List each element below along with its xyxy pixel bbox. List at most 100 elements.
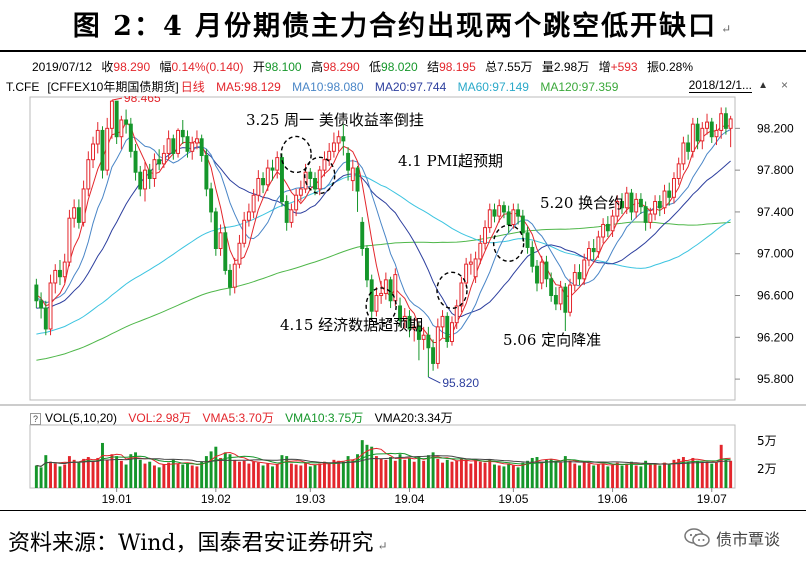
collapse-triangle-icon[interactable]: ▲	[758, 80, 768, 91]
volume-bar	[157, 467, 161, 488]
vma5-label: VMA5:3.70万	[202, 411, 274, 425]
brand-watermark: 债市覃谈	[684, 526, 780, 550]
candle-body	[544, 261, 549, 280]
candle-body	[355, 167, 360, 192]
candle-body	[365, 248, 369, 281]
volume-bar	[223, 452, 227, 488]
volume-bar	[214, 446, 218, 488]
volume-bar	[578, 465, 581, 488]
candle-body	[653, 200, 658, 215]
candle-body	[582, 259, 587, 280]
candle-body	[256, 177, 261, 196]
candle-body	[501, 205, 506, 213]
candle-body	[383, 279, 388, 294]
candle-body	[629, 192, 634, 213]
candle-body	[298, 188, 303, 196]
candle-body	[199, 138, 204, 157]
volume-bar	[729, 460, 733, 488]
candlestick-chart: 98.200 97.800 97.400 97.000 96.600 96.200 95.8…	[0, 96, 806, 506]
candle-body	[676, 163, 681, 179]
volume-bar	[67, 456, 71, 488]
candle-body	[723, 113, 728, 129]
candle-body	[223, 232, 228, 271]
candle-body	[671, 177, 676, 198]
period-label[interactable]: 日线	[180, 80, 205, 94]
volume-bar	[644, 460, 648, 488]
candle-body	[421, 334, 426, 340]
ma-legend-bar: T.CFE [CFFEX10年期国债期货] 日线 MA5:98.129 MA10:9…	[0, 78, 806, 96]
volume-bar	[261, 465, 265, 488]
y-tick-label: 95.800	[757, 372, 794, 386]
candle-body	[34, 284, 39, 302]
volume-bar	[101, 442, 104, 488]
title-rule	[0, 50, 806, 52]
annotation-label: 5.06 定向降准	[503, 331, 601, 349]
volume-bar	[247, 463, 251, 488]
volume-bar	[119, 460, 123, 488]
candle-body	[91, 143, 96, 161]
candle-body	[265, 167, 270, 186]
volume-bar	[186, 462, 189, 488]
volume-bar	[209, 451, 213, 488]
volume-bar	[535, 457, 539, 488]
candle-body	[67, 217, 72, 263]
volume-bar	[313, 464, 317, 488]
candle-body	[426, 334, 431, 349]
quote-total: 总7.55万	[485, 60, 533, 74]
volume-bar	[162, 464, 166, 488]
y-tick-label: 97.400	[757, 205, 794, 219]
volume-bar	[143, 463, 147, 488]
volume-bar	[629, 461, 633, 488]
y-tick-label: 96.200	[757, 330, 794, 344]
high-price-label: 98.465	[124, 96, 161, 105]
candle-body	[171, 138, 176, 154]
volume-bar	[573, 463, 577, 488]
volume-bar	[554, 460, 558, 488]
candle-body	[317, 169, 322, 190]
volume-bar	[464, 459, 468, 488]
volume-bar	[478, 461, 482, 488]
volume-bar	[379, 458, 383, 488]
candle-body	[435, 326, 440, 364]
volume-bar	[171, 459, 175, 488]
volume-bar	[72, 459, 76, 488]
volume-bar	[285, 456, 289, 488]
date-setting[interactable]: 2018/12/1...	[688, 78, 752, 93]
volume-bar	[110, 454, 114, 488]
candle-body	[638, 198, 643, 208]
price-panel-frame	[29, 96, 736, 401]
candle-body	[714, 129, 719, 138]
volume-bar	[606, 466, 610, 488]
candle-body	[138, 171, 143, 190]
ma5-line	[36, 121, 731, 343]
volume-bar	[370, 446, 374, 488]
close-icon[interactable]: ×	[780, 78, 788, 92]
candle-body	[728, 118, 733, 129]
candle-body	[596, 236, 601, 253]
vma20-line	[36, 455, 731, 467]
volume-legend-bar: ? VOL(5,10,20) VOL:2.98万 VMA5:3.70万 VMA10…	[30, 409, 461, 425]
candle-body	[681, 142, 686, 165]
candle-body	[369, 279, 374, 312]
low-marker-line	[428, 376, 441, 384]
ma120-line	[36, 221, 731, 361]
quote-amp: 振0.28%	[646, 60, 693, 74]
figure-title: 图 2：4 月份期债主力合约出现两个跳空低开缺口 ↵	[0, 0, 806, 46]
candle-body	[100, 129, 105, 171]
help-icon[interactable]: ?	[30, 413, 42, 425]
x-tick-label: 19.02	[201, 492, 231, 506]
y-tick-label: 97.000	[757, 247, 794, 261]
volume-bar	[138, 459, 142, 488]
source-return-mark-icon: ↵	[377, 539, 388, 553]
volume-bar	[705, 461, 709, 488]
return-mark-icon: ↵	[721, 22, 734, 36]
volume-bar	[242, 460, 246, 488]
volume-bar	[308, 466, 312, 488]
candle-body	[143, 169, 147, 190]
volume-bar	[332, 459, 336, 488]
candle-body	[558, 286, 563, 305]
candle-body	[577, 272, 582, 280]
candle-body	[440, 315, 445, 328]
candle-body	[161, 152, 166, 165]
volume-bar	[77, 462, 81, 488]
